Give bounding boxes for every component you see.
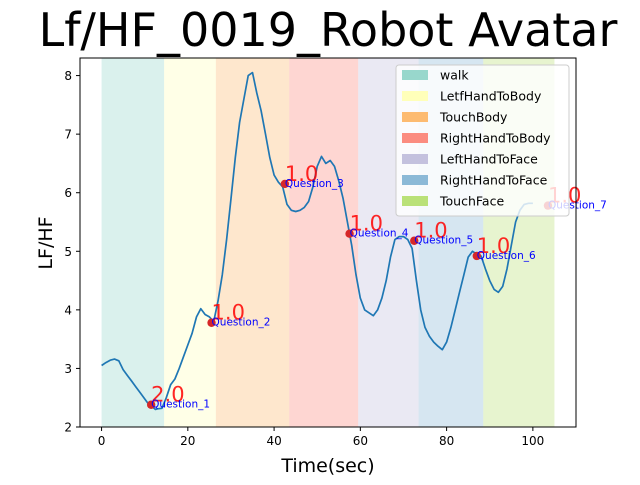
question-label-5: Question_5 <box>414 235 473 247</box>
phase-band-1 <box>164 58 216 427</box>
question-marker-4 <box>345 229 354 238</box>
y-tick-label-3: 5 <box>64 245 72 259</box>
legend-label-3: RightHandToBody <box>440 131 551 146</box>
x-tick-label-5: 100 <box>521 434 544 448</box>
legend-label-0: walk <box>440 68 469 83</box>
legend-label-4: LeftHandToFace <box>440 152 538 167</box>
x-tick-label-1: 20 <box>180 434 195 448</box>
series-line-0 <box>101 71 533 411</box>
chart-title: Lf/HF_0019_Robot Avatar <box>39 3 618 57</box>
y-tick-label-1: 3 <box>64 362 72 376</box>
y-tick-label-4: 6 <box>64 186 72 200</box>
legend: walk LetfHandToBody TouchBody RightHandToBo… <box>395 64 570 217</box>
x-tick-label-2: 40 <box>266 434 281 448</box>
legend-swatch-3 <box>402 133 428 143</box>
legend-label-2: TouchBody <box>439 110 508 125</box>
question-label-2: Question_2 <box>212 317 271 329</box>
x-axis-ticks: 0 20 40 60 80 100 <box>98 427 544 448</box>
question-value-label-3: 1.0 <box>285 162 318 186</box>
marker-layer: 2.0Question_11.0Question_21.0Question_31… <box>146 162 607 411</box>
legend-swatch-2 <box>402 112 428 122</box>
question-marker-3 <box>280 179 290 189</box>
series-layer <box>101 71 533 411</box>
question-marker-6 <box>472 251 481 261</box>
legend-frame <box>395 64 570 217</box>
question-value-label-4: 1.0 <box>350 212 383 236</box>
question-value-label-1: 2.0 <box>151 383 184 407</box>
question-value-label-5: 1.0 <box>414 219 447 243</box>
x-axis-label: Time(sec) <box>280 455 374 477</box>
question-label-4: Question_4 <box>350 228 409 240</box>
legend-swatch-4 <box>402 154 428 164</box>
y-tick-label-2: 4 <box>64 303 72 317</box>
phase-layer <box>101 58 555 427</box>
legend-label-5: RightHandToFace <box>440 173 548 188</box>
phase-band-0 <box>101 58 165 427</box>
x-tick-label-3: 60 <box>353 434 368 448</box>
legend-label-6: TouchFace <box>439 194 504 209</box>
x-tick-label-0: 0 <box>98 434 106 448</box>
question-label-1: Question_1 <box>151 399 210 411</box>
phase-band-2 <box>215 58 290 427</box>
question-label-3: Question_3 <box>285 178 344 190</box>
question-value-label-6: 1.0 <box>477 234 510 258</box>
y-axis-label: LF/HF <box>35 216 57 269</box>
legend-swatch-5 <box>402 175 428 185</box>
question-marker-1 <box>146 400 156 409</box>
question-marker-5 <box>410 236 419 245</box>
legend-swatch-1 <box>402 91 428 101</box>
legend-swatch-6 <box>402 196 428 206</box>
x-tick-label-4: 80 <box>439 434 454 448</box>
question-marker-2 <box>207 318 216 327</box>
legend-swatch-0 <box>402 70 428 80</box>
axes-frame <box>79 57 577 428</box>
y-tick-label-5: 7 <box>64 128 72 142</box>
y-tick-label-0: 2 <box>64 421 72 435</box>
question-label-6: Question_6 <box>477 250 536 262</box>
y-tick-label-6: 8 <box>64 69 72 83</box>
y-axis-ticks: 2 3 4 5 6 7 8 <box>64 69 80 435</box>
question-value-label-2: 1.0 <box>212 301 245 325</box>
legend-label-1: LetfHandToBody <box>440 89 542 104</box>
phase-band-3 <box>289 58 359 427</box>
